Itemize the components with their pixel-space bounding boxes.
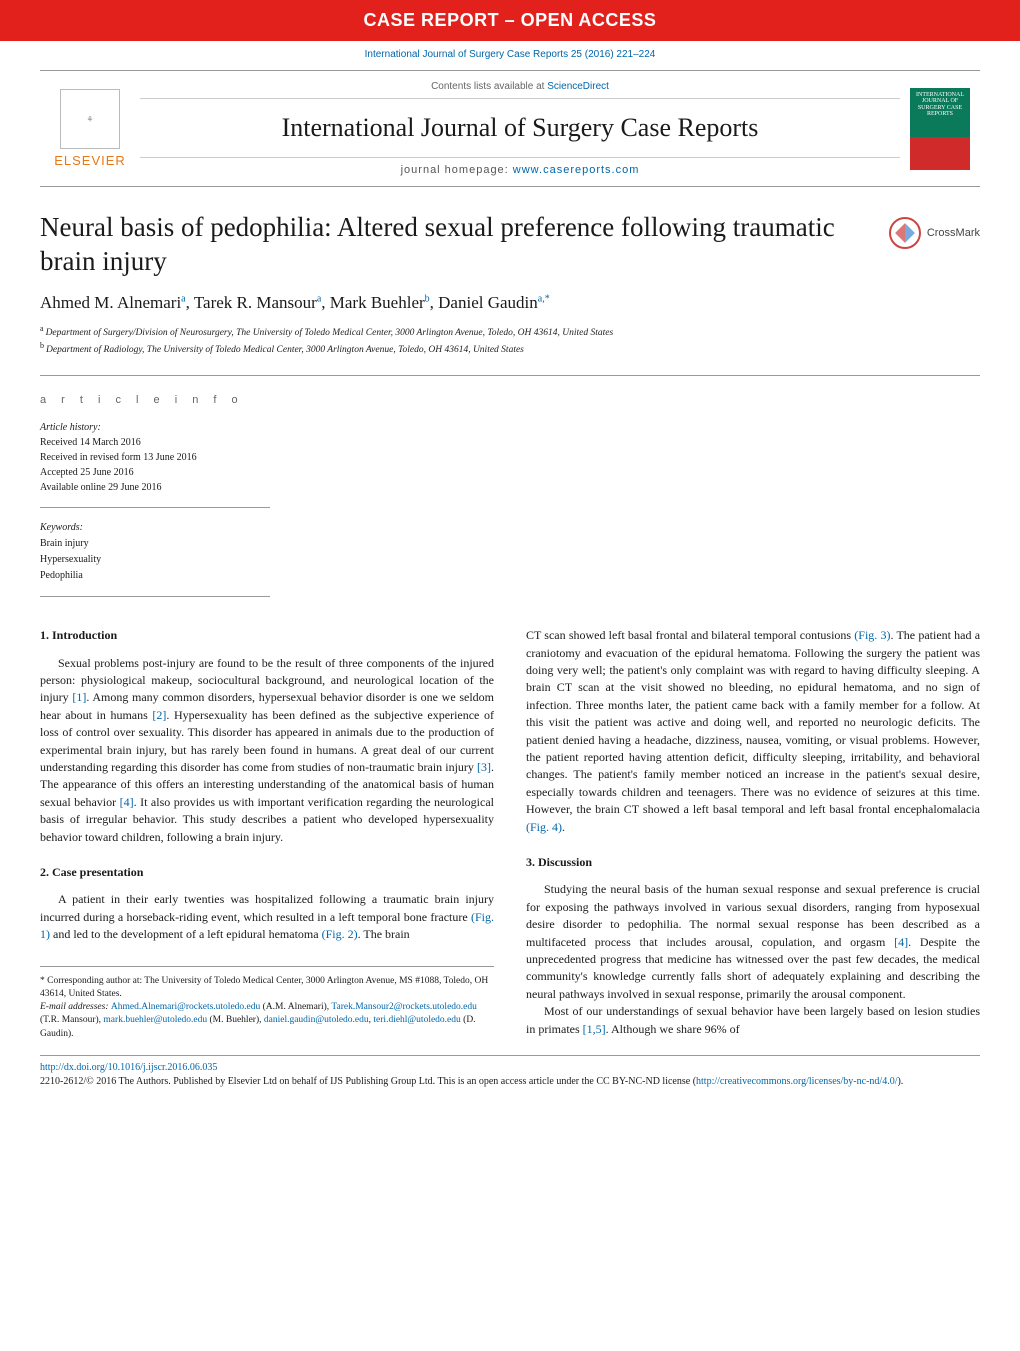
sciencedirect-link[interactable]: ScienceDirect [547,81,609,92]
article-info-heading: a r t i c l e i n f o [40,394,270,406]
section-heading-discussion: 3. Discussion [526,854,980,871]
elsevier-logo[interactable]: ⚘ ELSEVIER [40,71,140,186]
corresponding-author: * Corresponding author at: The Universit… [40,975,494,1002]
journal-cover[interactable]: INTERNATIONAL JOURNAL OF SURGERY CASE RE… [900,71,980,186]
case-continuation: CT scan showed left basal frontal and bi… [526,627,980,836]
copyright-prefix: 2210-2612/© 2016 The Authors. Published … [40,1076,696,1087]
keywords-label: Keywords: [40,520,270,536]
cover-thumbnail: INTERNATIONAL JOURNAL OF SURGERY CASE RE… [910,88,970,170]
contents-lists-line: Contents lists available at ScienceDirec… [140,81,900,99]
article-title: Neural basis of pedophilia: Altered sexu… [40,211,869,279]
doi-line: http://dx.doi.org/10.1016/j.ijscr.2016.0… [40,1062,980,1073]
affiliations: a Department of Surgery/Division of Neur… [40,323,980,358]
keyword: Hypersexuality [40,552,270,568]
email-link[interactable]: teri.diehl@utoledo.edu [373,1015,460,1025]
homepage-prefix: journal homepage: [401,164,513,176]
discussion-p2: Most of our understandings of sexual beh… [526,1003,980,1038]
section-heading-case: 2. Case presentation [40,864,494,881]
discussion-p1: Studying the neural basis of the human s… [526,881,980,1003]
elsevier-wordmark: ELSEVIER [54,153,126,168]
article-info: a r t i c l e i n f o Article history: R… [40,376,270,597]
copyright-suffix: ). [897,1076,903,1087]
keyword: Brain injury [40,536,270,552]
doi-link[interactable]: http://dx.doi.org/10.1016/j.ijscr.2016.0… [40,1062,217,1073]
elsevier-tree-icon: ⚘ [60,89,120,149]
intro-paragraph: Sexual problems post-injury are found to… [40,655,494,846]
journal-homepage-line: journal homepage: www.casereports.com [140,157,900,176]
revised-date: Received in revised form 13 June 2016 [40,450,270,465]
footnote-block: * Corresponding author at: The Universit… [40,966,494,1041]
history-label: Article history: [40,420,270,435]
email-link[interactable]: daniel.gaudin@utoledo.edu [264,1015,369,1025]
email-link[interactable]: mark.buehler@utoledo.edu [103,1015,207,1025]
keyword: Pedophilia [40,568,270,584]
online-date: Available online 29 June 2016 [40,480,270,495]
accepted-date: Accepted 25 June 2016 [40,465,270,480]
authors-line: Ahmed M. Alnemaria, Tarek R. Mansoura, M… [40,293,980,313]
copyright-line: 2210-2612/© 2016 The Authors. Published … [40,1075,980,1089]
homepage-link[interactable]: www.casereports.com [513,164,640,176]
header-center: Contents lists available at ScienceDirec… [140,71,900,186]
divider-bottom [40,1055,980,1056]
license-link[interactable]: http://creativecommons.org/licenses/by-n… [696,1076,897,1087]
received-date: Received 14 March 2016 [40,435,270,450]
article-info-row: a r t i c l e i n f o Article history: R… [40,376,980,597]
crossmark-label: CrossMark [927,227,980,239]
email-link[interactable]: Ahmed.Alnemari@rockets.utoledo.edu [111,1002,260,1012]
email-addresses: E-mail addresses: Ahmed.Alnemari@rockets… [40,1001,494,1041]
contents-prefix: Contents lists available at [431,81,547,92]
title-row: Neural basis of pedophilia: Altered sexu… [40,211,980,279]
body-columns: 1. Introduction Sexual problems post-inj… [40,627,980,1041]
journal-name: International Journal of Surgery Case Re… [140,99,900,157]
crossmark-icon [889,217,921,249]
email-label: E-mail addresses: [40,1002,111,1012]
keywords-block: Keywords: Brain injury Hypersexuality Pe… [40,520,270,597]
email-link[interactable]: Tarek.Mansour2@rockets.utoledo.edu [331,1002,477,1012]
article-history: Article history: Received 14 March 2016 … [40,420,270,508]
section-heading-intro: 1. Introduction [40,627,494,644]
crossmark-badge[interactable]: CrossMark [889,217,980,249]
citation-line: International Journal of Surgery Case Re… [0,41,1020,70]
journal-header: ⚘ ELSEVIER Contents lists available at S… [40,70,980,187]
case-paragraph: A patient in their early twenties was ho… [40,891,494,943]
open-access-banner: CASE REPORT – OPEN ACCESS [0,0,1020,41]
